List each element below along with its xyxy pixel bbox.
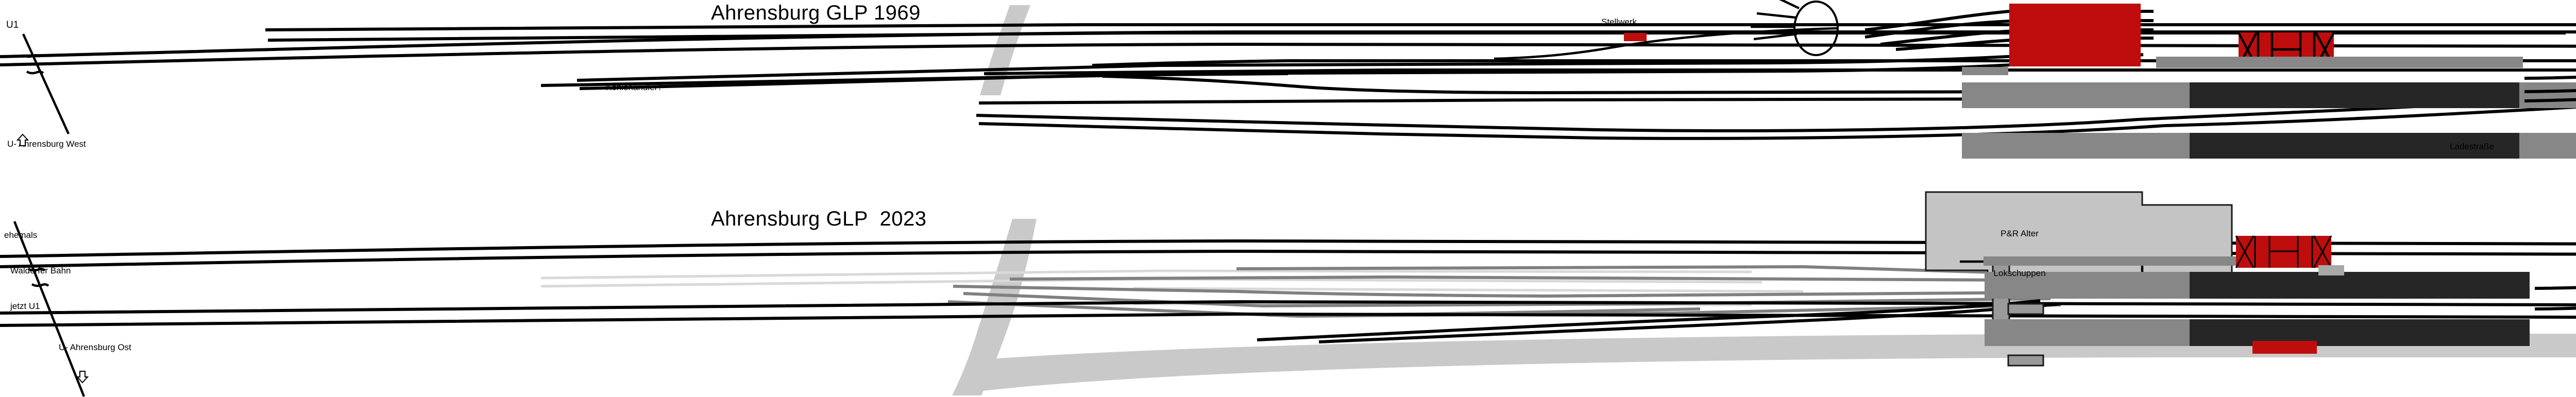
siding-c xyxy=(540,72,1289,87)
level-crossing-road-1969 xyxy=(980,5,1030,95)
bus-stop-marker-2023 xyxy=(2252,341,2317,354)
crossing-bracket-1969-b xyxy=(26,71,44,75)
siding-a xyxy=(577,46,2123,82)
goods-platform-2023 xyxy=(2318,265,2344,275)
platform-5-1969 xyxy=(2519,82,2576,108)
turntable-spoke-4 xyxy=(1753,32,1798,41)
arrow-up-icon-west xyxy=(7,124,29,160)
removed-track-3 xyxy=(963,292,2051,308)
label-u-ahrensburg-west: U- Ahrensburg West xyxy=(7,139,86,149)
panel-2023-graphics xyxy=(0,191,2576,397)
turntable-icon xyxy=(1793,1,1839,56)
siding-g xyxy=(978,96,2576,105)
platform-4-dark-1969 xyxy=(2190,133,2524,159)
arrow-down-icon-ost xyxy=(67,360,89,396)
label-pr-alter: P&R Alter xyxy=(2001,229,2039,238)
siding-d xyxy=(1092,59,2576,67)
removed-ghost-2 xyxy=(540,278,1762,288)
label-jetzt-u1: jetzt U1 xyxy=(10,301,40,311)
removed-track-1 xyxy=(1009,275,2010,282)
siding-f xyxy=(1102,75,2566,95)
main-line-up-1969 xyxy=(0,28,2576,58)
siding-h xyxy=(976,114,2139,132)
goods-shed-2023 xyxy=(2235,235,2332,268)
main-line-up-2023 xyxy=(0,239,2576,258)
platform-6-1969 xyxy=(2519,133,2576,159)
platform-2-dark-2023 xyxy=(2190,272,2530,299)
u1-branch-1969 xyxy=(22,33,70,134)
turntable-lead xyxy=(1494,27,1838,60)
panel-2023-title: Ahrensburg GLP 2023 xyxy=(711,208,927,230)
locomotive-shed-ext xyxy=(2061,4,2141,66)
removed-ghost-1 xyxy=(540,269,1752,280)
label-ladestrasse: Ladestraße xyxy=(2450,142,2494,151)
turntable-spoke-1 xyxy=(1779,0,1800,10)
stellwerk-marker xyxy=(1624,33,1647,41)
lokschuppen-stair-2 xyxy=(2007,354,2044,367)
label-u-ahrensburg-ost: U- Ahrensburg Ost xyxy=(59,342,131,352)
yard-lead-2023-a xyxy=(1257,299,2041,341)
platform-1-1969 xyxy=(1962,67,2008,75)
crossing-bracket-2023-a xyxy=(27,268,46,272)
label-waldoerfer-bahn: Waldörfer Bahn xyxy=(10,265,71,275)
panel-1969-graphics xyxy=(0,0,2576,159)
shed-lead-1 xyxy=(1865,10,2154,31)
removed-track-5 xyxy=(1236,265,2010,274)
panel-1969-title: Ahrensburg GLP 1969 xyxy=(711,2,921,24)
platform-3-dark-2023 xyxy=(2190,319,2530,346)
platform-1-2023 xyxy=(1984,256,2313,266)
right-converge-2-1969 xyxy=(2524,89,2576,93)
label-stellwerk: Stellwerk xyxy=(1601,17,1637,27)
underpass-road-2023 xyxy=(969,334,2576,391)
removed-ghost-3 xyxy=(1133,287,1804,293)
u1-branch-2023 xyxy=(13,221,86,397)
label-ehemals-waldoerfer: ehemals Waldörfer Bahn jetzt U1 xyxy=(4,206,71,336)
crossing-bracket-1969-a xyxy=(22,54,41,58)
platform-2-1969 xyxy=(2156,57,2523,68)
label-ehemals: ehemals xyxy=(4,230,38,240)
label-kohlehaendler: Kohlehändler? xyxy=(606,82,663,92)
main-line-down-1969 xyxy=(0,42,2576,66)
removed-track-2 xyxy=(953,285,2041,298)
right-converge-2-2023 xyxy=(2534,306,2576,310)
yard-track-1 xyxy=(265,23,2576,31)
turntable-spoke-2 xyxy=(1756,12,1796,19)
crossing-bracket-2023-b xyxy=(31,283,49,287)
yard-track-2 xyxy=(267,31,2566,42)
label-lokschuppen: Lokschuppen xyxy=(1993,268,2046,278)
siding-e xyxy=(984,68,2576,75)
label-u1-topleft: U1 xyxy=(6,20,19,30)
platform-3-dark-1969 xyxy=(2190,82,2524,108)
level-crossing-road-2023 xyxy=(952,219,1037,395)
lokschuppen-stair-1 xyxy=(2007,303,2044,315)
label-pr-alter-lokschuppen: P&R Alter Lokschuppen xyxy=(1942,201,2097,306)
main-line-down-2023 xyxy=(0,249,2576,268)
yard-converge-2 xyxy=(2163,106,2576,127)
